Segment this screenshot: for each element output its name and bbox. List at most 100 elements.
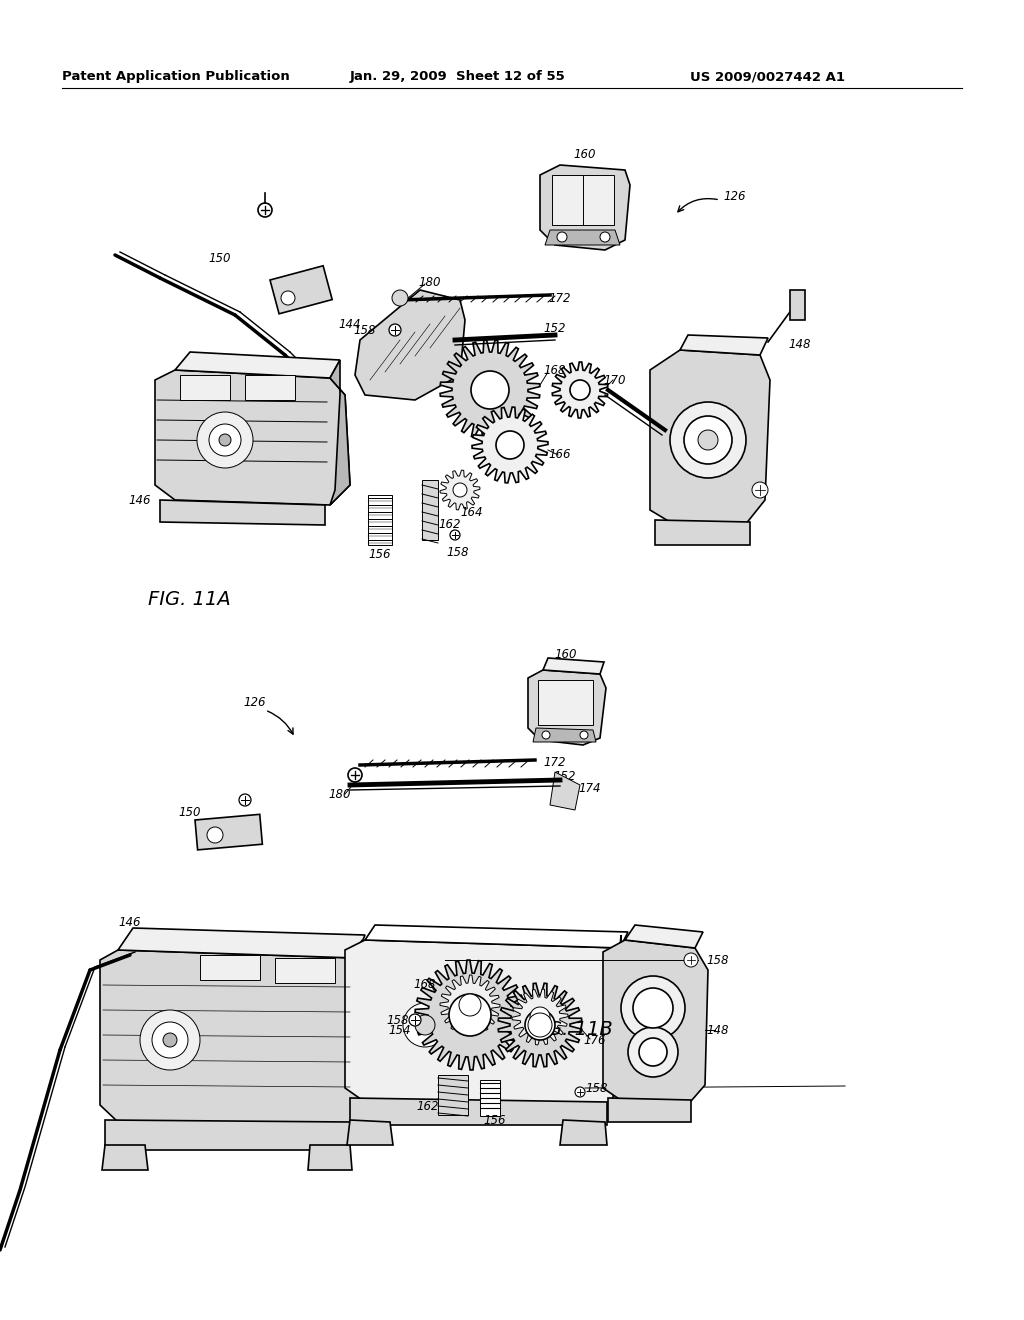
Text: 176: 176: [584, 1034, 606, 1047]
Text: 180: 180: [419, 276, 441, 289]
Circle shape: [752, 482, 768, 498]
Circle shape: [698, 430, 718, 450]
Polygon shape: [440, 341, 540, 440]
Text: 144: 144: [339, 318, 361, 331]
Text: 166: 166: [549, 449, 571, 462]
Text: 156: 156: [369, 549, 391, 561]
Text: 152: 152: [554, 770, 577, 783]
Circle shape: [542, 731, 550, 739]
Polygon shape: [655, 520, 750, 545]
Text: 158: 158: [707, 953, 729, 966]
Polygon shape: [545, 230, 620, 246]
Circle shape: [670, 403, 746, 478]
Bar: [422, 480, 438, 540]
Text: 168: 168: [544, 363, 566, 376]
Bar: [368, 495, 392, 545]
Text: 146: 146: [129, 494, 152, 507]
Polygon shape: [472, 407, 548, 483]
Polygon shape: [534, 729, 596, 742]
Circle shape: [580, 731, 588, 739]
Text: 126: 126: [244, 696, 266, 709]
Polygon shape: [608, 1098, 691, 1122]
Polygon shape: [347, 1119, 393, 1144]
Text: 168: 168: [414, 978, 436, 991]
Circle shape: [530, 1007, 550, 1027]
Polygon shape: [528, 671, 606, 744]
Polygon shape: [100, 950, 372, 1125]
Bar: [538, 680, 593, 725]
Circle shape: [459, 994, 481, 1016]
Polygon shape: [345, 940, 630, 1107]
Polygon shape: [550, 772, 580, 810]
Circle shape: [140, 1010, 200, 1071]
Bar: [200, 954, 260, 979]
Circle shape: [557, 232, 567, 242]
Circle shape: [684, 953, 698, 968]
Polygon shape: [330, 360, 350, 506]
Bar: [790, 290, 805, 319]
Text: 156: 156: [483, 1114, 506, 1126]
Text: 150: 150: [179, 805, 202, 818]
Circle shape: [207, 828, 223, 843]
Circle shape: [570, 380, 590, 400]
Circle shape: [684, 416, 732, 465]
Polygon shape: [175, 352, 340, 378]
Circle shape: [348, 768, 362, 781]
Polygon shape: [105, 1119, 350, 1150]
Polygon shape: [355, 290, 465, 400]
Polygon shape: [650, 350, 770, 528]
Circle shape: [409, 1014, 421, 1026]
Circle shape: [197, 412, 253, 469]
Text: 174: 174: [579, 781, 601, 795]
Polygon shape: [118, 928, 365, 958]
Polygon shape: [440, 975, 500, 1035]
Text: 158: 158: [387, 1014, 410, 1027]
Circle shape: [450, 531, 460, 540]
Circle shape: [209, 424, 241, 455]
Bar: [245, 375, 295, 400]
Circle shape: [639, 1038, 667, 1067]
Circle shape: [449, 994, 490, 1036]
Polygon shape: [543, 657, 604, 675]
Text: 162: 162: [438, 519, 461, 532]
Text: 148: 148: [788, 338, 811, 351]
Polygon shape: [552, 362, 608, 418]
Text: Patent Application Publication: Patent Application Publication: [62, 70, 290, 83]
Polygon shape: [352, 940, 372, 1125]
Polygon shape: [512, 989, 568, 1045]
Circle shape: [600, 232, 610, 242]
Text: 162: 162: [417, 1101, 439, 1114]
Text: 158: 158: [586, 1081, 608, 1094]
Polygon shape: [350, 1098, 607, 1125]
Circle shape: [496, 432, 524, 459]
Circle shape: [575, 1086, 585, 1097]
Text: FIG. 11A: FIG. 11A: [148, 590, 230, 609]
Polygon shape: [155, 370, 350, 506]
Polygon shape: [625, 925, 703, 948]
Polygon shape: [540, 165, 630, 249]
Bar: [480, 1080, 500, 1115]
Text: 172: 172: [544, 755, 566, 768]
Text: 164: 164: [461, 506, 483, 519]
Circle shape: [621, 975, 685, 1040]
Text: US 2009/0027442 A1: US 2009/0027442 A1: [690, 70, 845, 83]
Text: 146: 146: [119, 916, 141, 928]
Bar: [438, 1074, 468, 1115]
Circle shape: [392, 290, 408, 306]
Text: 160: 160: [573, 149, 596, 161]
Circle shape: [152, 1022, 188, 1059]
Text: 180: 180: [329, 788, 351, 801]
Text: 160: 160: [555, 648, 578, 661]
Polygon shape: [607, 935, 630, 1107]
Text: Jan. 29, 2009  Sheet 12 of 55: Jan. 29, 2009 Sheet 12 of 55: [350, 70, 565, 83]
Bar: [275, 958, 335, 983]
Circle shape: [415, 1015, 435, 1035]
Circle shape: [239, 795, 251, 807]
Circle shape: [403, 1003, 447, 1047]
Bar: [552, 176, 614, 224]
Circle shape: [389, 323, 401, 337]
Bar: [195, 814, 262, 850]
Polygon shape: [680, 335, 768, 355]
Polygon shape: [560, 1119, 607, 1144]
Text: FIG. 11B: FIG. 11B: [530, 1020, 612, 1039]
